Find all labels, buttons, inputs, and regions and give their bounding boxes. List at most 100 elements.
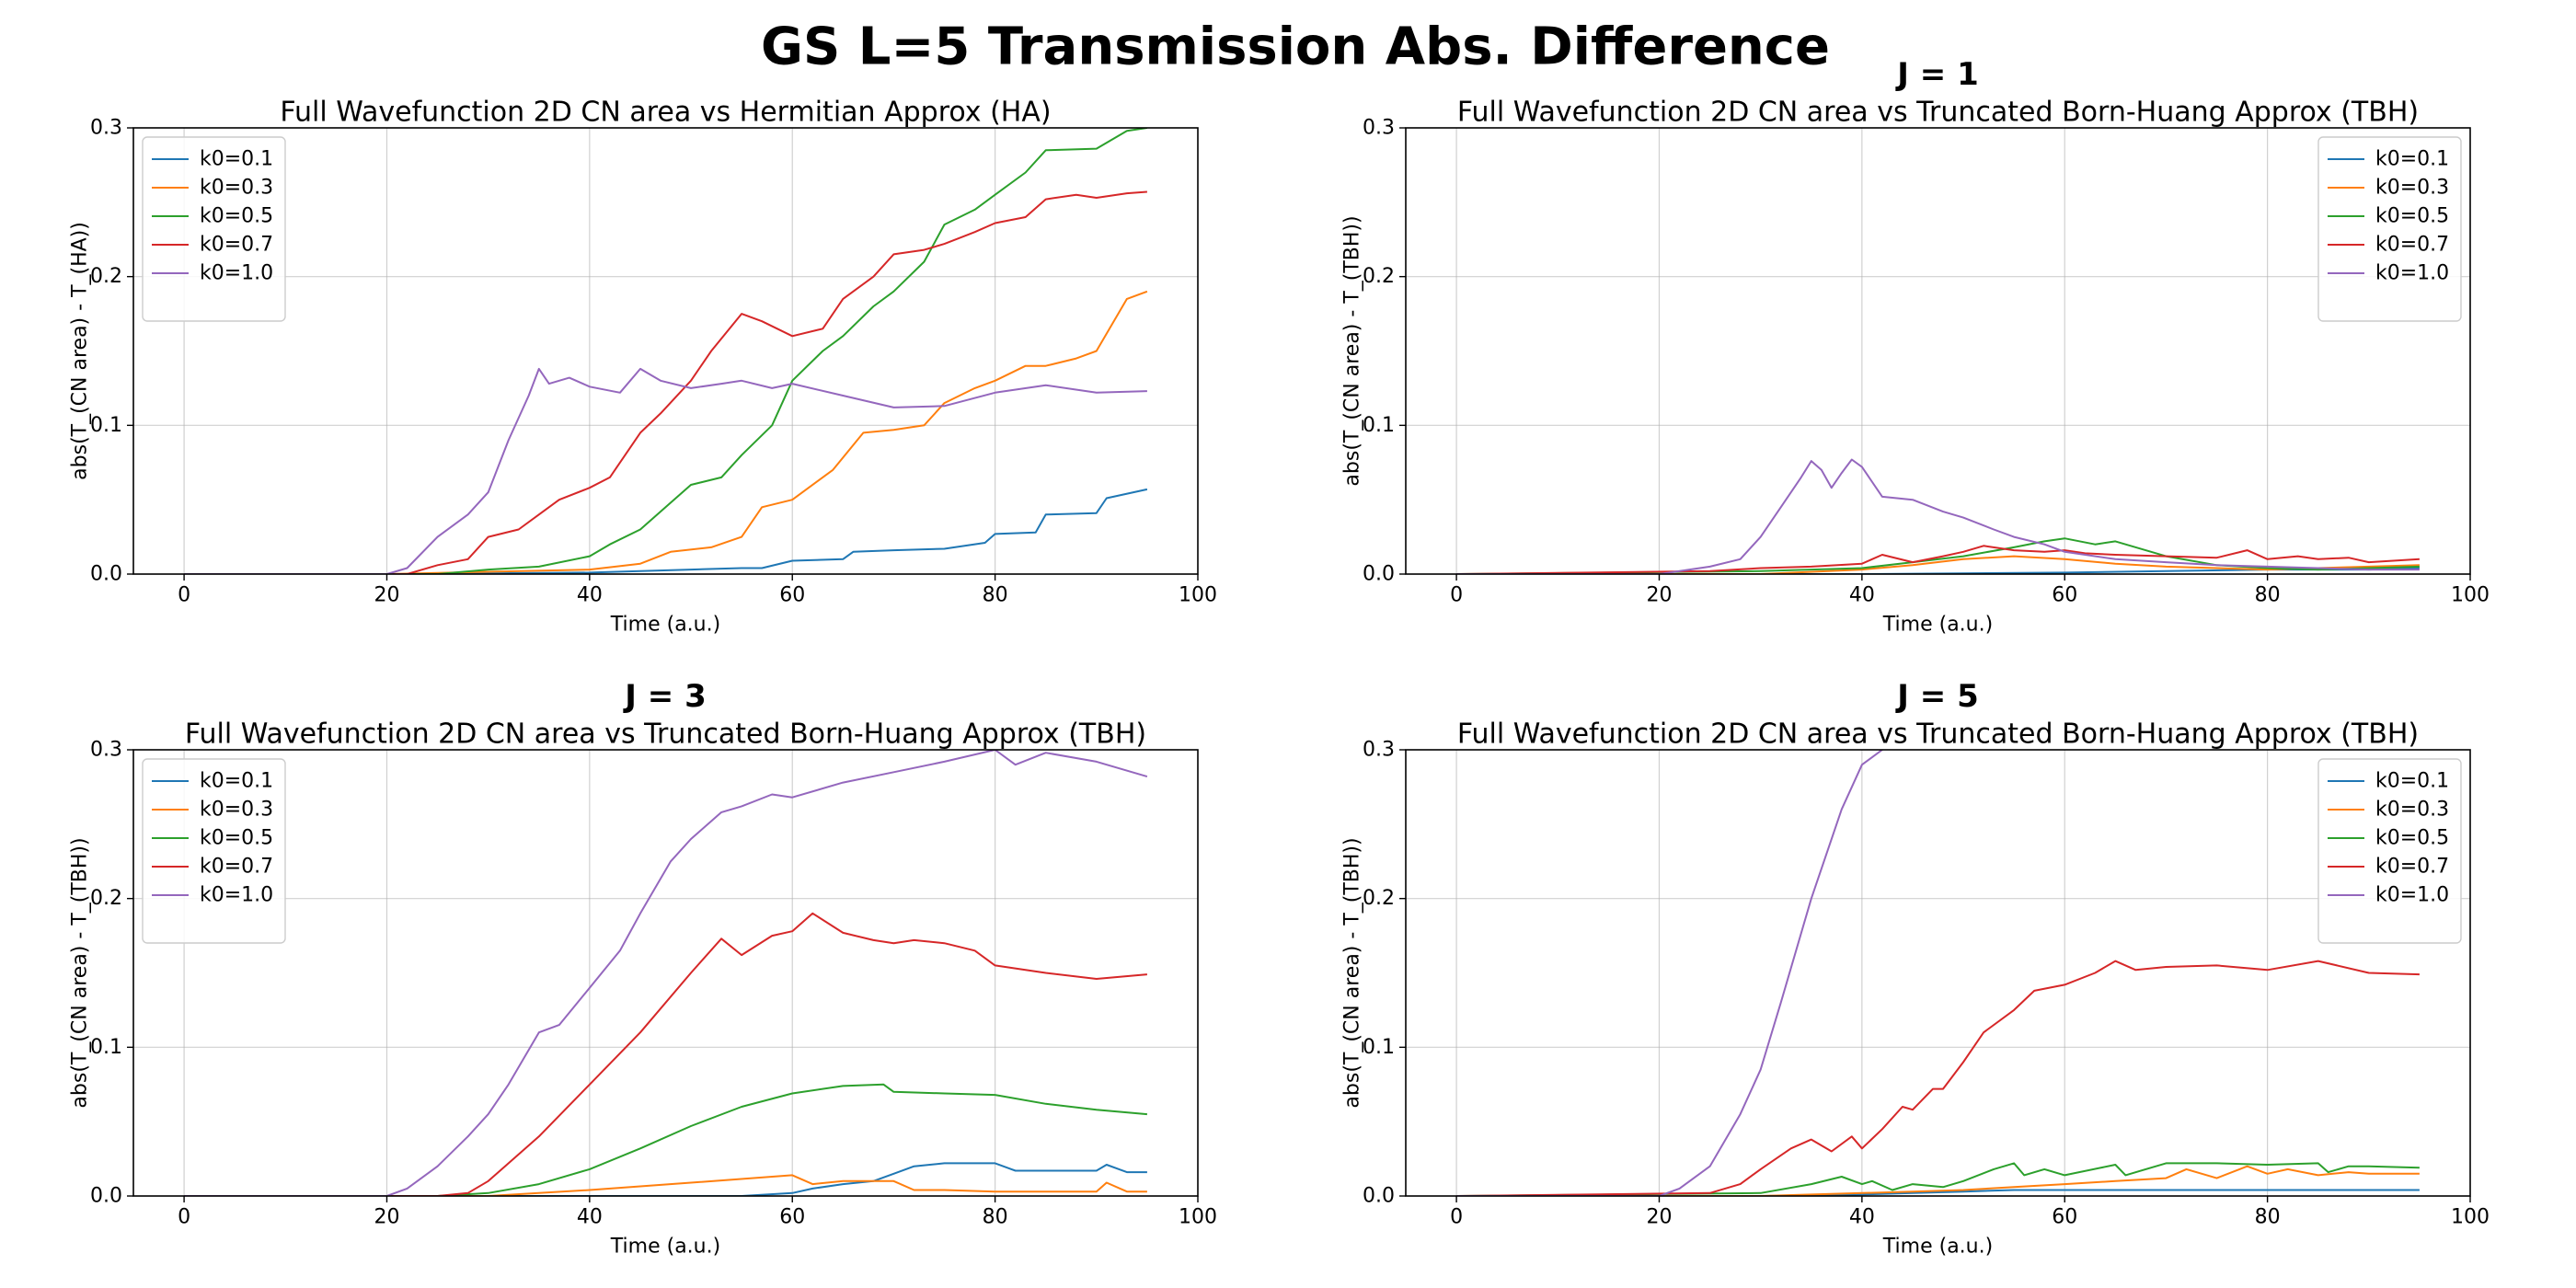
y-tick-label: 0.1 [90, 414, 122, 437]
legend-label: k0=0.1 [200, 148, 273, 171]
x-tick-label: 60 [2052, 584, 2077, 607]
x-tick-label: 60 [779, 1206, 805, 1229]
subplot-2: J = 1 Full Wavefunction 2D CN area vs Tru… [1341, 56, 2490, 637]
series-lines [1456, 458, 2420, 574]
legend-frame [2317, 136, 2462, 322]
legend-label: k0=0.3 [2375, 799, 2449, 822]
series-lines [184, 750, 1148, 1196]
y-tick-label: 0.1 [90, 1036, 122, 1059]
legend: k0=0.1 k0=0.3 k0=0.5 k0=0.7 k0=1.0 [142, 758, 286, 944]
y-axis-label: abs(T_(CN area) - T_(TBH)) [1341, 837, 1364, 1108]
y-tick-label: 0.3 [90, 739, 122, 762]
legend-frame [142, 758, 286, 944]
x-tick-label: 60 [2052, 1206, 2077, 1229]
x-tick-label: 0 [1450, 1206, 1463, 1229]
y-tick-label: 0.0 [1363, 563, 1395, 586]
y-tick-label: 0.0 [90, 563, 122, 586]
axes-frame [132, 749, 1199, 1197]
series-line-k0=0.1 [184, 1162, 1147, 1196]
x-tick-label: 20 [1646, 584, 1672, 607]
series-line-k0=0.3 [184, 1174, 1147, 1196]
legend-label: k0=0.7 [2375, 234, 2449, 257]
subplot-4: J = 5 Full Wavefunction 2D CN area vs Tru… [1341, 678, 2490, 1259]
legend-label: k0=0.7 [2375, 856, 2449, 879]
series-line-k0=0.5 [184, 128, 1148, 574]
series-line-k0=0.1 [1456, 1189, 2420, 1196]
y-tick-label: 0.3 [1363, 117, 1395, 140]
y-tick-label: 0.2 [1363, 265, 1395, 288]
series-line-k0=1.0 [1456, 750, 1884, 1196]
y-tick-label: 0.0 [90, 1185, 122, 1208]
legend-label: k0=0.7 [200, 234, 273, 257]
y-tick-label: 0.3 [90, 117, 122, 140]
x-tick-label: 80 [2255, 584, 2281, 607]
subplot-grid: Full Wavefunction 2D CN area vs Hermitia… [69, 56, 2490, 1259]
series-line-k0=0.7 [184, 190, 1147, 574]
axes-frame [132, 127, 1199, 575]
x-tick-label: 100 [1179, 584, 1217, 607]
x-tick-label: 40 [1849, 1206, 1875, 1229]
x-axis-label: Time (a.u.) [1882, 614, 1993, 637]
x-tick-label: 20 [374, 1206, 399, 1229]
legend: k0=0.1 k0=0.3 k0=0.5 k0=0.7 k0=1.0 [2317, 136, 2462, 322]
subplot-title: Full Wavefunction 2D CN area vs Truncate… [185, 719, 1146, 751]
series-line-k0=0.1 [184, 488, 1148, 574]
subplot-heading: J = 3 [623, 678, 706, 715]
series-line-k0=1.0 [1456, 458, 2420, 574]
subplot-3: J = 3 Full Wavefunction 2D CN area vs Tru… [69, 678, 1218, 1259]
subplot-1: Full Wavefunction 2D CN area vs Hermitia… [69, 97, 1218, 637]
legend-label: k0=0.3 [200, 177, 273, 200]
legend-label: k0=0.1 [200, 770, 273, 793]
subplot-title: Full Wavefunction 2D CN area vs Truncate… [1457, 719, 2419, 751]
legend-label: k0=0.5 [200, 205, 273, 228]
y-axis-label: abs(T_(CN area) - T_(TBH)) [69, 837, 92, 1108]
series-line-k0=0.5 [1456, 1162, 2420, 1196]
x-tick-label: 80 [983, 1206, 1008, 1229]
x-tick-label: 20 [374, 584, 399, 607]
series-lines [184, 128, 1148, 574]
legend-label: k0=0.5 [2375, 827, 2449, 850]
legend-label: k0=0.3 [2375, 177, 2449, 200]
x-tick-label: 80 [983, 584, 1008, 607]
y-axis-label: abs(T_(CN area) - T_(HA)) [69, 222, 92, 480]
x-tick-label: 40 [577, 1206, 603, 1229]
y-tick-label: 0.0 [1363, 1185, 1395, 1208]
y-tick-label: 0.3 [1363, 739, 1395, 762]
legend-label: k0=1.0 [2375, 262, 2449, 285]
x-axis-label: Time (a.u.) [610, 614, 720, 637]
subplot-title: Full Wavefunction 2D CN area vs Truncate… [1457, 97, 2419, 129]
x-tick-label: 20 [1646, 1206, 1672, 1229]
x-tick-label: 40 [1849, 584, 1875, 607]
legend-label: k0=1.0 [2375, 884, 2449, 907]
series-line-k0=0.3 [184, 290, 1148, 574]
x-tick-label: 80 [2255, 1206, 2281, 1229]
y-tick-label: 0.1 [1363, 414, 1395, 437]
x-tick-label: 100 [1179, 1206, 1217, 1229]
series-line-k0=0.5 [1456, 537, 2420, 574]
legend-label: k0=0.7 [200, 856, 273, 879]
y-tick-label: 0.2 [1363, 887, 1395, 910]
series-line-k0=0.3 [1456, 1165, 2420, 1196]
series-line-k0=1.0 [184, 367, 1147, 574]
x-tick-label: 100 [2451, 1206, 2490, 1229]
x-tick-label: 0 [178, 584, 190, 607]
subplot-heading: J = 5 [1895, 678, 1978, 715]
series-line-k0=0.5 [184, 1083, 1147, 1196]
y-tick-label: 0.1 [1363, 1036, 1395, 1059]
figure-suptitle: GS L=5 Transmission Abs. Difference [761, 17, 1830, 77]
subplot-title: Full Wavefunction 2D CN area vs Hermitia… [280, 97, 1051, 129]
x-tick-label: 40 [577, 584, 603, 607]
x-tick-label: 0 [1450, 584, 1463, 607]
series-lines [1456, 750, 2420, 1196]
legend-label: k0=0.5 [200, 827, 273, 850]
legend-label: k0=0.1 [2375, 148, 2449, 171]
x-axis-label: Time (a.u.) [610, 1236, 720, 1259]
legend-label: k0=0.3 [200, 799, 273, 822]
series-line-k0=1.0 [184, 750, 1148, 1196]
legend-label: k0=0.1 [2375, 770, 2449, 793]
x-axis-label: Time (a.u.) [1882, 1236, 1993, 1259]
axes-frame [1405, 127, 2471, 575]
x-tick-label: 100 [2451, 584, 2490, 607]
series-line-k0=0.7 [184, 912, 1147, 1196]
